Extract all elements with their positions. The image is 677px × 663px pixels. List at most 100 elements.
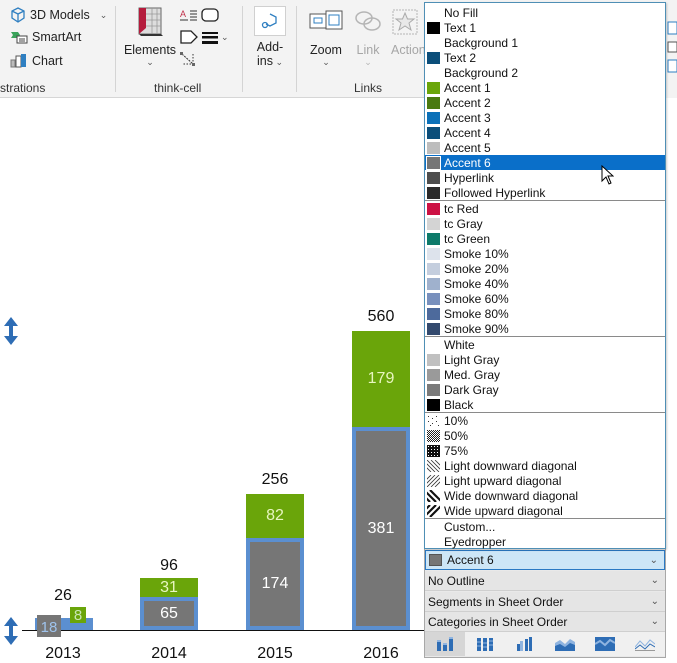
menu-item-text-2[interactable]: Text 2 (425, 50, 665, 65)
menu-item-no-fill[interactable]: No Fill (425, 5, 665, 20)
color-swatch (427, 322, 440, 335)
menu-item-hyperlink[interactable]: Hyperlink (425, 170, 665, 185)
menu-item-tc-red[interactable]: tc Red (425, 201, 665, 216)
chart-type-line-button[interactable] (625, 632, 665, 656)
chart-icon (10, 54, 26, 68)
menu-item-accent-5[interactable]: Accent 5 (425, 140, 665, 155)
elements-button[interactable]: Elements ⌄ (122, 6, 178, 68)
connector-button[interactable] (180, 52, 196, 71)
bar-2014-segment-1[interactable]: 65 (140, 597, 198, 630)
menu-item-light-gray[interactable]: Light Gray (425, 352, 665, 367)
swatch-none (427, 521, 440, 533)
bar-2013-segment-2[interactable]: 8 (70, 607, 86, 624)
chart-type-stacked-button[interactable] (425, 632, 465, 656)
category-order-combo[interactable]: Categories in Sheet Order ⌄ (425, 612, 665, 632)
menu-item-eyedropper[interactable]: Eyedropper (425, 534, 665, 549)
menu-item-wide-upward-diagonal[interactable]: Wide upward diagonal (425, 503, 665, 518)
menu-item-text-1[interactable]: Text 1 (425, 20, 665, 35)
bar-2013-segment-1[interactable]: 18 (37, 615, 61, 637)
smartart-icon (11, 32, 28, 44)
menu-item-accent-6[interactable]: Accent 6 (425, 155, 665, 170)
menu-item-pattern-10[interactable]: 10% (425, 413, 665, 428)
menu-item-accent-3[interactable]: Accent 3 (425, 110, 665, 125)
menu-item-accent-1[interactable]: Accent 1 (425, 80, 665, 95)
chart-type-clustered-button[interactable] (505, 632, 545, 656)
bar-2016-segment-1[interactable]: 381 (352, 427, 410, 630)
zoom-button[interactable]: Zoom ⌄ (306, 8, 346, 68)
menu-item-accent-4[interactable]: Accent 4 (425, 125, 665, 140)
lines-icon (202, 32, 218, 44)
stacked-area-icon (555, 639, 575, 651)
chart-button[interactable]: Chart (10, 53, 63, 68)
bar-2014-segment-2[interactable]: 31 (140, 578, 198, 597)
zoom-icon (309, 10, 343, 30)
menu-item-tc-green[interactable]: tc Green (425, 231, 665, 246)
menu-item-label: tc Gray (444, 216, 483, 231)
menu-item-black[interactable]: Black (425, 397, 665, 412)
color-swatch (427, 247, 440, 260)
menu-item-smoke-10[interactable]: Smoke 10% (425, 246, 665, 261)
segment-label: 65 (160, 604, 178, 622)
menu-item-wide-downward-diagonal[interactable]: Wide downward diagonal (425, 488, 665, 503)
menu-item-label: 10% (444, 413, 469, 428)
menu-item-smoke-20[interactable]: Smoke 20% (425, 261, 665, 276)
menu-item-label: Background 2 (444, 65, 519, 80)
text-list-button[interactable]: A (180, 8, 198, 27)
menu-item-light-upward-diagonal[interactable]: Light upward diagonal (425, 473, 665, 488)
menu-item-label: Accent 5 (444, 140, 491, 155)
menu-item-background-1[interactable]: Background 1 (425, 35, 665, 50)
chart-type-area-button[interactable] (545, 632, 585, 656)
pentagon-arrow-button[interactable] (180, 30, 198, 49)
menu-item-med-gray[interactable]: Med. Gray (425, 367, 665, 382)
color-swatch (427, 141, 440, 154)
outline-combo[interactable]: No Outline ⌄ (425, 571, 665, 591)
color-swatch (427, 126, 440, 139)
menu-item-custom[interactable]: Custom... (425, 519, 665, 534)
fill-color-value: Accent 6 (447, 553, 494, 567)
chart-type-clustered-stacked-button[interactable] (465, 632, 505, 656)
link-label: Link (356, 43, 380, 57)
menu-item-followed-hyperlink[interactable]: Followed Hyperlink (425, 185, 665, 200)
resize-handle-icon[interactable] (3, 317, 19, 345)
color-swatch (427, 186, 440, 199)
lines-button[interactable]: ⌄ (202, 30, 229, 44)
action-button[interactable]: Action (391, 8, 431, 57)
bar-2015-segment-2[interactable]: 82 (246, 494, 304, 538)
3d-models-button[interactable]: 3D Models ⌄ (10, 7, 107, 23)
color-swatch (426, 155, 441, 170)
menu-item-light-downward-diagonal[interactable]: Light downward diagonal (425, 458, 665, 473)
category-label-2015: 2015 (257, 645, 293, 662)
segment-label: 174 (261, 575, 289, 592)
resize-handle-icon[interactable] (3, 617, 19, 645)
menu-item-smoke-60[interactable]: Smoke 60% (425, 291, 665, 306)
fill-color-dropdown-list[interactable]: No Fill Text 1 Background 1 Text 2 Backg… (424, 2, 666, 549)
menu-item-smoke-40[interactable]: Smoke 40% (425, 276, 665, 291)
segment-order-combo[interactable]: Segments in Sheet Order ⌄ (425, 592, 665, 612)
menu-item-smoke-80[interactable]: Smoke 80% (425, 306, 665, 321)
segment-label: 381 (367, 519, 395, 537)
menu-item-tc-gray[interactable]: tc Gray (425, 216, 665, 231)
link-button[interactable]: Link ⌄ (350, 8, 386, 68)
bar-2016-segment-2[interactable]: 179 (352, 331, 410, 427)
smartart-button[interactable]: SmartArt (10, 30, 81, 44)
menu-item-accent-2[interactable]: Accent 2 (425, 95, 665, 110)
ribbon-separator (115, 6, 116, 92)
segment-label: 31 (160, 578, 178, 596)
fill-color-combo[interactable]: Accent 6 ⌄ (425, 550, 665, 570)
rounded-rect-button[interactable] (201, 8, 219, 27)
add-ins-button[interactable]: Add- ins ⌄ (252, 6, 288, 68)
chart-type-area-100-button[interactable] (585, 632, 625, 656)
menu-item-smoke-90[interactable]: Smoke 90% (425, 321, 665, 336)
menu-item-label: Smoke 60% (444, 291, 509, 306)
star-action-icon (392, 9, 418, 35)
menu-item-label: Wide downward diagonal (444, 488, 579, 503)
color-swatch (427, 96, 440, 109)
segment-label: 82 (266, 507, 284, 524)
menu-item-pattern-50[interactable]: 50% (425, 428, 665, 443)
bar-2015-segment-1[interactable]: 174 (246, 538, 304, 630)
menu-item-white[interactable]: White (425, 337, 665, 352)
menu-item-background-2[interactable]: Background 2 (425, 65, 665, 80)
menu-item-dark-gray[interactable]: Dark Gray (425, 382, 665, 397)
chevron-down-icon: ⌄ (99, 9, 108, 20)
menu-item-pattern-75[interactable]: 75% (425, 443, 665, 458)
